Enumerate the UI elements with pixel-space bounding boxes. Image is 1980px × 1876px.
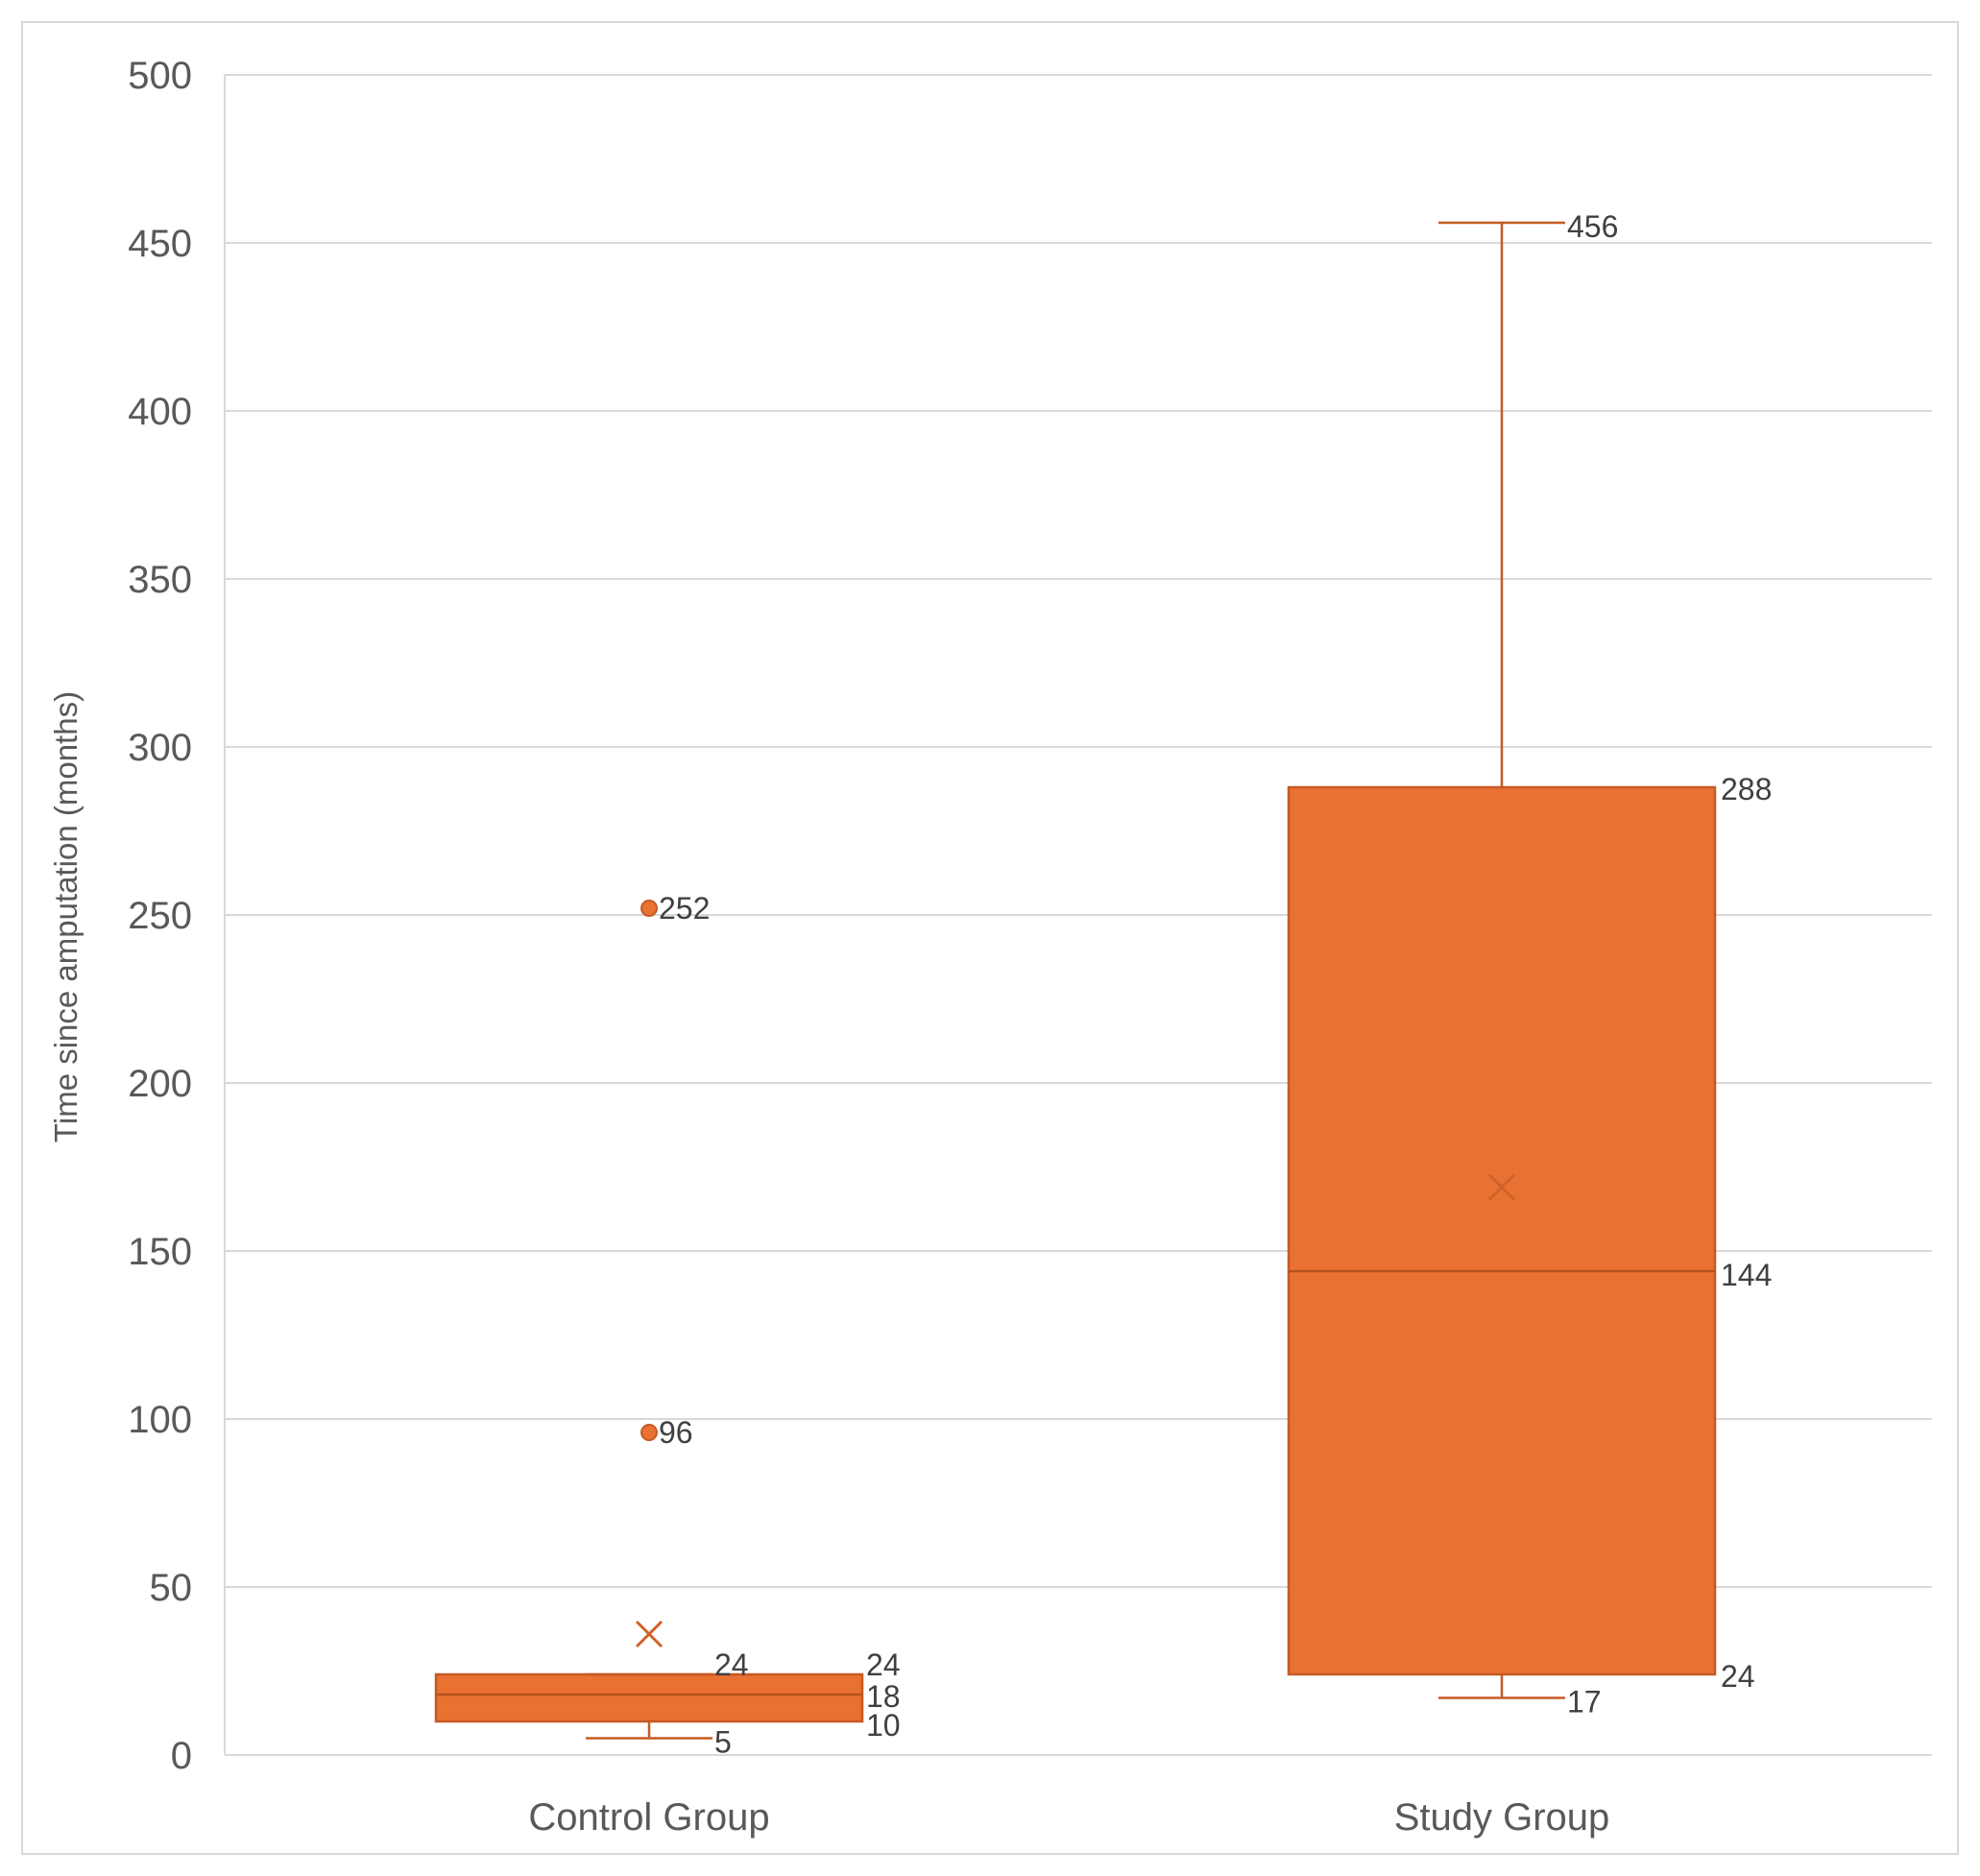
outlier-label: 96	[659, 1415, 693, 1450]
y-tick-label-0: 0	[171, 1735, 192, 1777]
q1-label: 10	[866, 1708, 901, 1743]
y-tick-label-150: 150	[128, 1231, 192, 1273]
box-study	[1287, 221, 1717, 1699]
y-tick-label-450: 450	[128, 223, 192, 265]
y-tick-label-300: 300	[128, 727, 192, 769]
whisker-max-label: 456	[1567, 209, 1618, 244]
q3-label: 288	[1721, 772, 1772, 806]
q3-label: 24	[866, 1648, 901, 1682]
box-control	[434, 900, 864, 1740]
y-tick-label-50: 50	[150, 1567, 193, 1609]
mean-marker-stroke	[635, 1620, 664, 1648]
iqr-box	[1287, 785, 1717, 1676]
whisker-min-label: 17	[1567, 1685, 1602, 1720]
iqr-box	[434, 1672, 864, 1723]
x-category-label: Control Group	[528, 1796, 769, 1839]
outlier-label: 252	[659, 891, 710, 926]
y-tick-label-500: 500	[128, 55, 192, 97]
y-tick-label-350: 350	[128, 559, 192, 601]
median-label: 144	[1721, 1258, 1772, 1292]
mean-marker	[635, 1620, 664, 1648]
outlier-point	[640, 1424, 658, 1441]
mean-marker-stroke	[1487, 1173, 1516, 1201]
y-tick-label-200: 200	[128, 1063, 192, 1105]
whisker-min-label: 5	[714, 1725, 732, 1760]
y-tick-label-250: 250	[128, 895, 192, 937]
y-axis: 0 50 100 150 200 250 300 350 400 450 500	[128, 55, 226, 1777]
y-tick-label-400: 400	[128, 391, 192, 433]
q1-label: 24	[1721, 1659, 1755, 1694]
median-label: 18	[866, 1679, 901, 1714]
outlier-point	[640, 900, 658, 917]
boxes	[434, 221, 1717, 1740]
mean-marker	[1487, 1173, 1516, 1201]
y-axis-title: Time since amputation (months)	[48, 691, 84, 1142]
x-category-label: Study Group	[1394, 1796, 1610, 1839]
y-tick-label-100: 100	[128, 1399, 192, 1441]
whisker-max-label: 24	[714, 1648, 749, 1682]
